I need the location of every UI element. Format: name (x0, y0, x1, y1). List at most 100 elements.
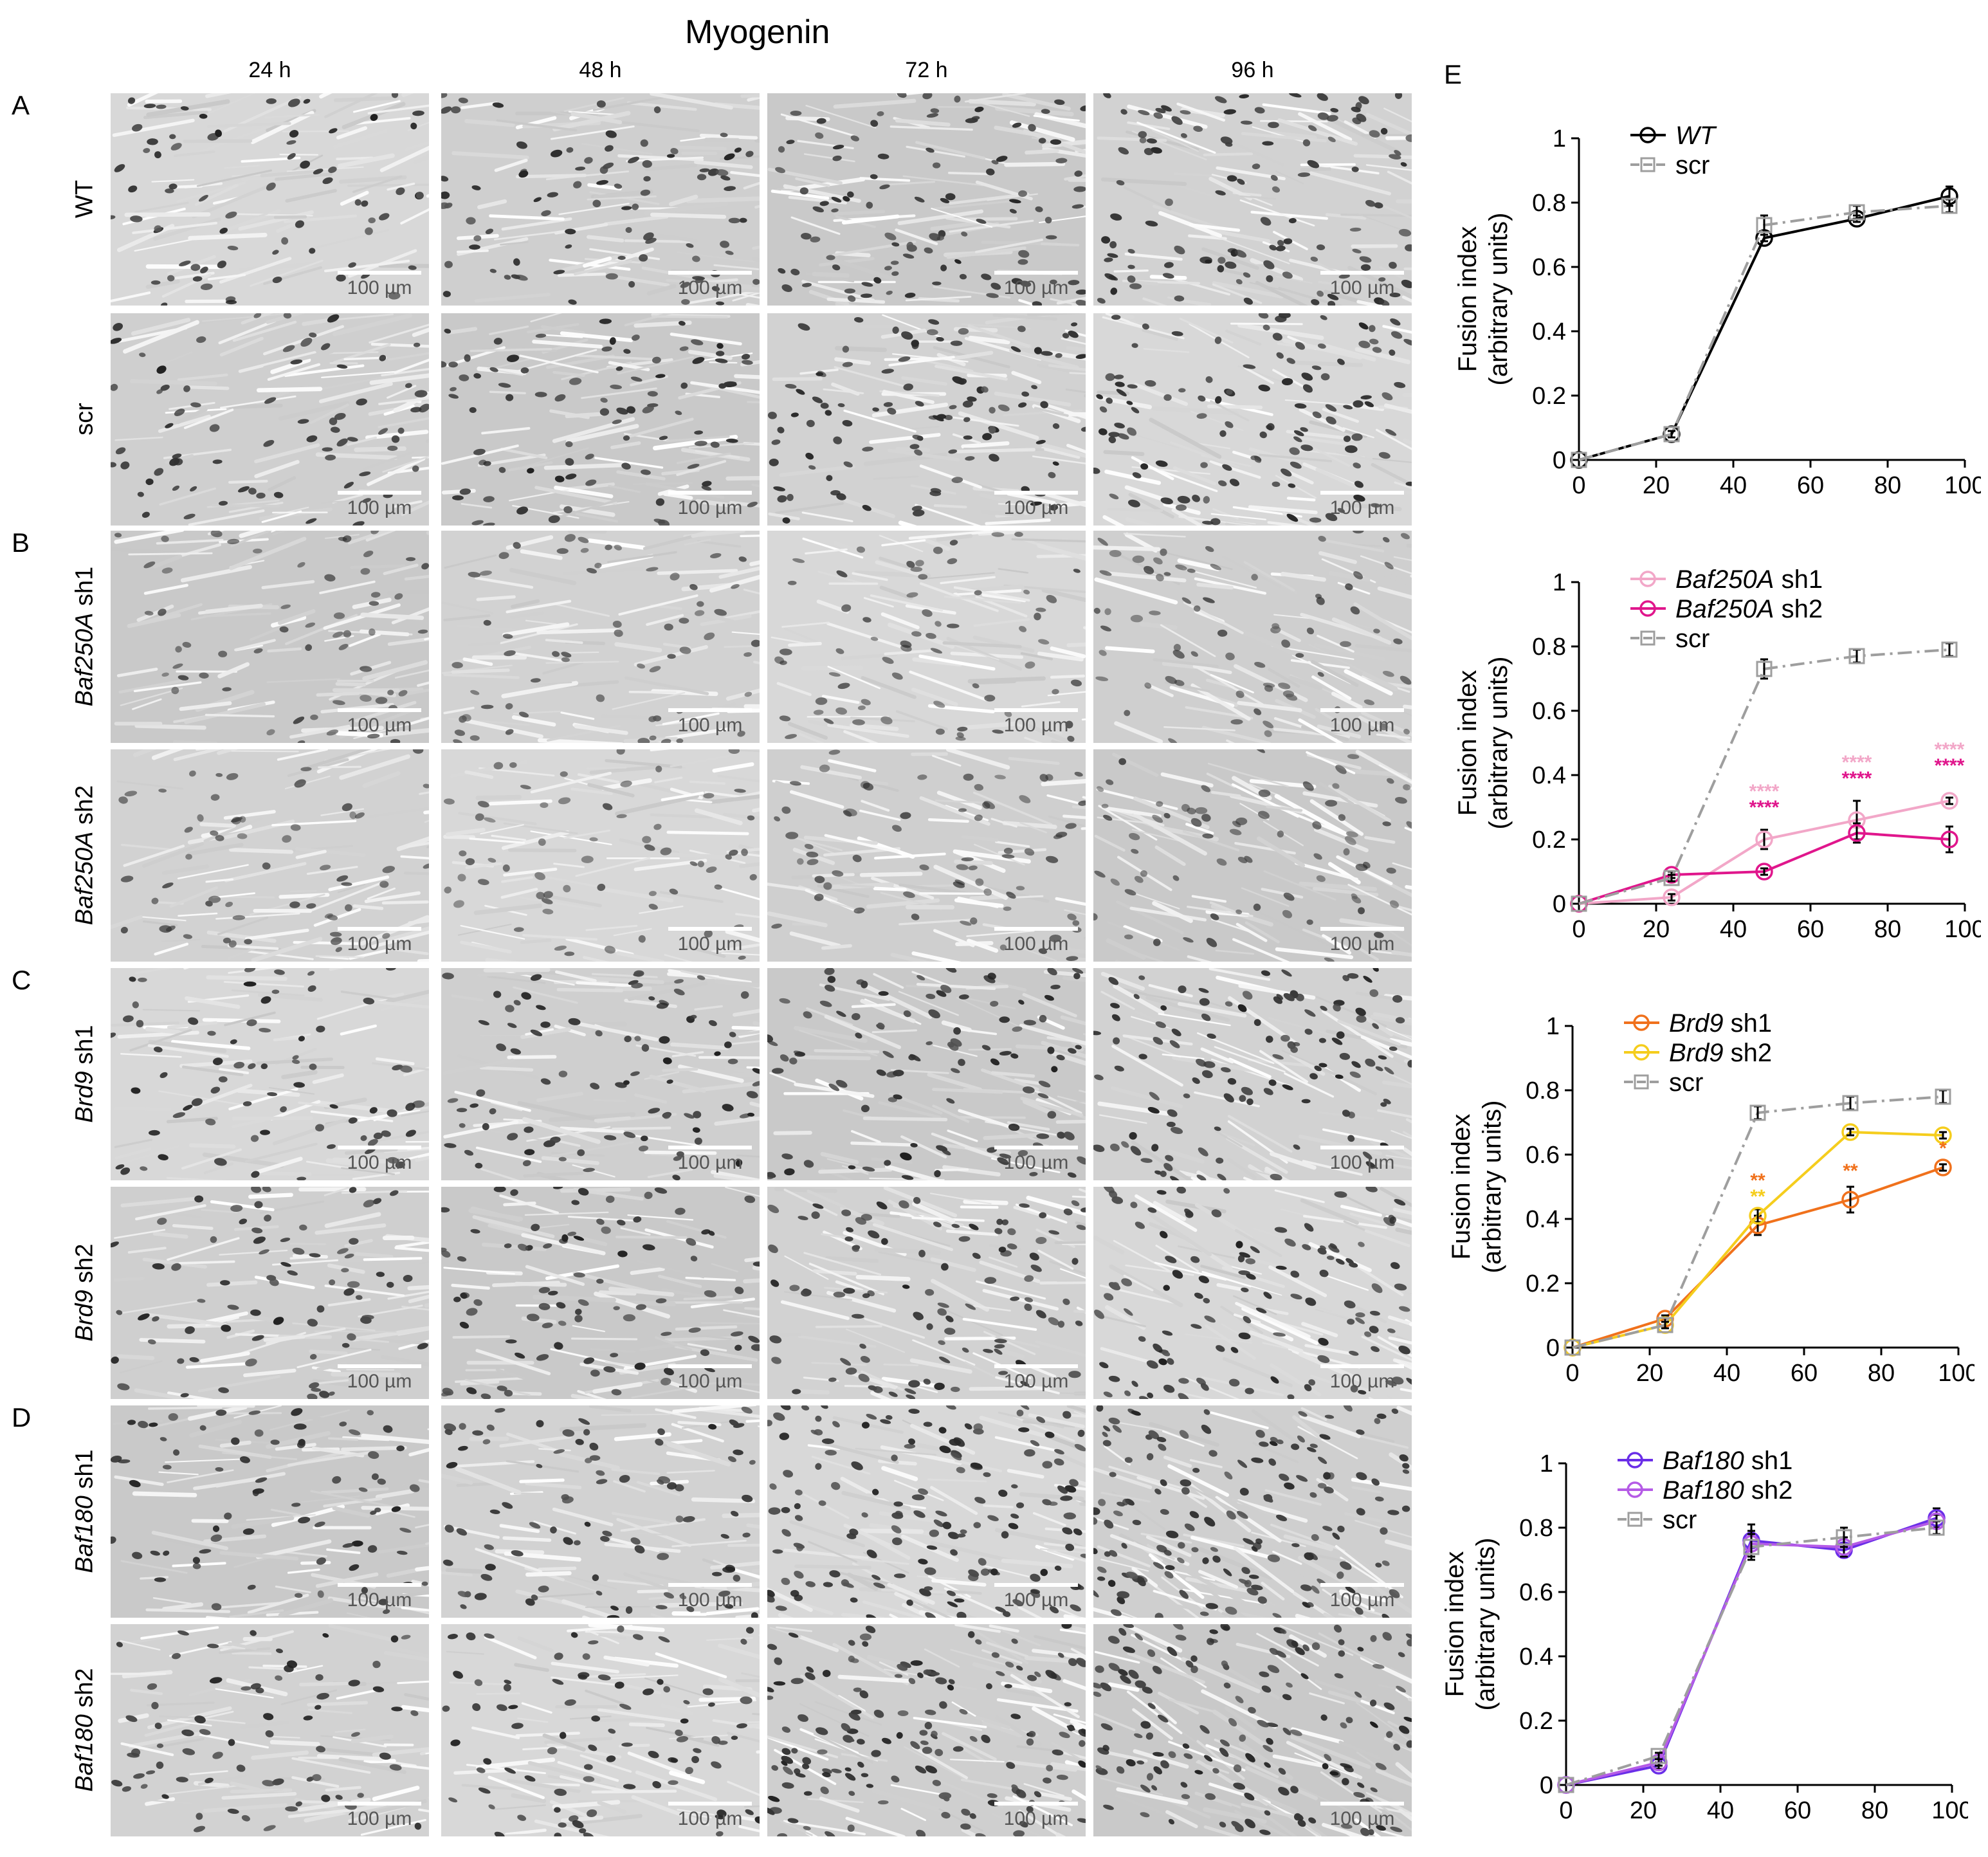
micrograph-r8-c1: 100 µm (111, 1624, 429, 1836)
data-point (1934, 1126, 1952, 1144)
y-tick-label: 1 (1546, 1013, 1560, 1040)
row-label-suffix: sh1 (71, 1449, 98, 1496)
scale-bar-line (668, 1364, 752, 1368)
micrograph-r7-c2: 100 µm (441, 1405, 760, 1618)
y-axis-label: (arbitrary units) (1484, 657, 1513, 830)
scale-bar-label: 100 µm (1003, 1808, 1069, 1829)
scale-bar: 100 µm (668, 708, 752, 736)
legend-gene: Baf180 (1663, 1476, 1744, 1505)
panel-letter-d: D (12, 1402, 32, 1432)
micrograph-r7-c4: 100 µm (1093, 1405, 1412, 1618)
x-tick-label: 60 (1784, 1797, 1811, 1824)
scale-bar: 100 µm (1320, 1364, 1404, 1393)
x-tick-label: 0 (1559, 1797, 1573, 1824)
scale-bar: 100 µm (338, 927, 421, 955)
data-point (1571, 452, 1587, 468)
data-point (1756, 217, 1773, 233)
micrograph-r4-c3: 100 µm (767, 749, 1086, 962)
scale-bar-line (668, 491, 752, 495)
y-tick-label: 0.4 (1526, 1206, 1560, 1233)
legend-suffix: sh1 (1744, 1447, 1793, 1475)
y-tick-label: 0.8 (1526, 1077, 1560, 1104)
x-tick-label: 40 (1720, 472, 1747, 499)
data-point (1841, 1123, 1859, 1141)
data-point (1749, 1104, 1766, 1121)
data-point (1941, 641, 1958, 658)
scale-bar-label: 100 µm (1329, 1152, 1395, 1173)
data-point (1558, 1777, 1574, 1793)
y-tick-label: 0.8 (1532, 190, 1566, 217)
scale-bar-line (1320, 491, 1404, 495)
micrograph-image (441, 93, 760, 306)
scale-bar-label: 100 µm (1003, 277, 1069, 298)
micrograph-r3-c3: 100 µm (767, 531, 1086, 743)
scale-bar-line (338, 1583, 421, 1587)
legend-gene: Baf250A (1675, 565, 1774, 594)
legend-marker (1639, 127, 1656, 143)
time-label-2: 48 h (579, 58, 622, 82)
micrograph-r8-c4: 100 µm (1093, 1624, 1412, 1836)
x-tick-label: 60 (1797, 472, 1824, 499)
x-tick-label: 20 (1643, 472, 1670, 499)
scale-bar-line (338, 1802, 421, 1806)
scale-bar: 100 µm (668, 927, 752, 955)
significance-mark: **** (1842, 768, 1872, 789)
scale-bar: 100 µm (338, 1146, 421, 1174)
x-tick-label: 80 (1868, 1360, 1895, 1387)
legend-label: scr (1669, 1068, 1703, 1097)
significance-mark: **** (1935, 755, 1965, 776)
scale-bar-line (1320, 1364, 1404, 1368)
data-point (1928, 1519, 1945, 1536)
y-tick-label: 1 (1553, 125, 1566, 152)
row-label-4: Baf250A sh2 (71, 749, 99, 962)
micrograph-r3-c2: 100 µm (441, 531, 760, 743)
data-point (1657, 1317, 1673, 1333)
fusion-index-chart-4: 0 0.2 0.4 0.6 0.8 1 0 20 40 60 80 100 Fusion index (a… (1441, 1447, 1968, 1824)
fusion-index-chart-1: 0 0.2 0.4 0.6 0.8 1 0 20 40 60 80 100 Fusion index (a… (1454, 122, 1981, 499)
legend-suffix: sh1 (1724, 1009, 1773, 1038)
scale-bar-label: 100 µm (1329, 1808, 1395, 1829)
scale-bar-line (994, 1364, 1078, 1368)
row-label-7: Baf180 sh1 (71, 1405, 99, 1618)
y-tick-label: 0.8 (1532, 634, 1566, 661)
scale-bar-line (338, 927, 421, 931)
row-label-gene: Brd9 (71, 1290, 98, 1342)
x-tick-label: 80 (1874, 472, 1901, 499)
data-point (1743, 1539, 1760, 1555)
fusion-index-chart-2: 0 0.2 0.4 0.6 0.8 1 0 20 40 60 80 100 Fusion index (a… (1454, 565, 1981, 943)
scale-bar: 100 µm (668, 1583, 752, 1611)
micrograph-r7-c1: 100 µm (111, 1405, 429, 1618)
data-point (1934, 1158, 1952, 1176)
row-label-suffix: sh2 (71, 1243, 98, 1290)
row-label-gene: Baf180 (71, 1496, 98, 1573)
scale-bar-label: 100 µm (347, 1371, 412, 1392)
time-label-3: 72 h (905, 58, 948, 82)
y-tick-label: 0.6 (1519, 1579, 1553, 1606)
scale-bar: 100 µm (1320, 1802, 1404, 1830)
micrograph-r6-c2: 100 µm (441, 1187, 760, 1399)
panel-letter-b: B (12, 527, 30, 558)
micrograph-image (1093, 93, 1412, 306)
micrograph-image (767, 968, 1086, 1180)
scale-bar: 100 µm (1320, 491, 1404, 519)
micrograph-r1-c1: 100 µm (111, 93, 429, 306)
scale-bar: 100 µm (338, 491, 421, 519)
micrograph-image (767, 93, 1086, 306)
scale-bar-line (668, 927, 752, 931)
row-label-gene: Baf250A (71, 612, 98, 707)
legend-gene: Brd9 (1669, 1039, 1724, 1067)
legend-label: Baf180 sh2 (1663, 1476, 1792, 1505)
micrograph-r6-c3: 100 µm (767, 1187, 1086, 1399)
micrograph-r5-c3: 100 µm (767, 968, 1086, 1180)
micrograph-r7-c3: 100 µm (767, 1405, 1086, 1618)
legend-suffix: sh2 (1724, 1039, 1773, 1067)
y-axis-label: Fusion index (1441, 1551, 1469, 1697)
series-line (1578, 648, 1950, 905)
scale-bar: 100 µm (994, 1802, 1078, 1830)
data-point (1941, 197, 1958, 214)
scale-bar: 100 µm (994, 1583, 1078, 1611)
scale-bar-line (994, 491, 1078, 495)
legend-suffix: sh2 (1774, 595, 1823, 623)
legend-marker (1640, 630, 1655, 646)
significance-mark: **** (1842, 752, 1872, 773)
